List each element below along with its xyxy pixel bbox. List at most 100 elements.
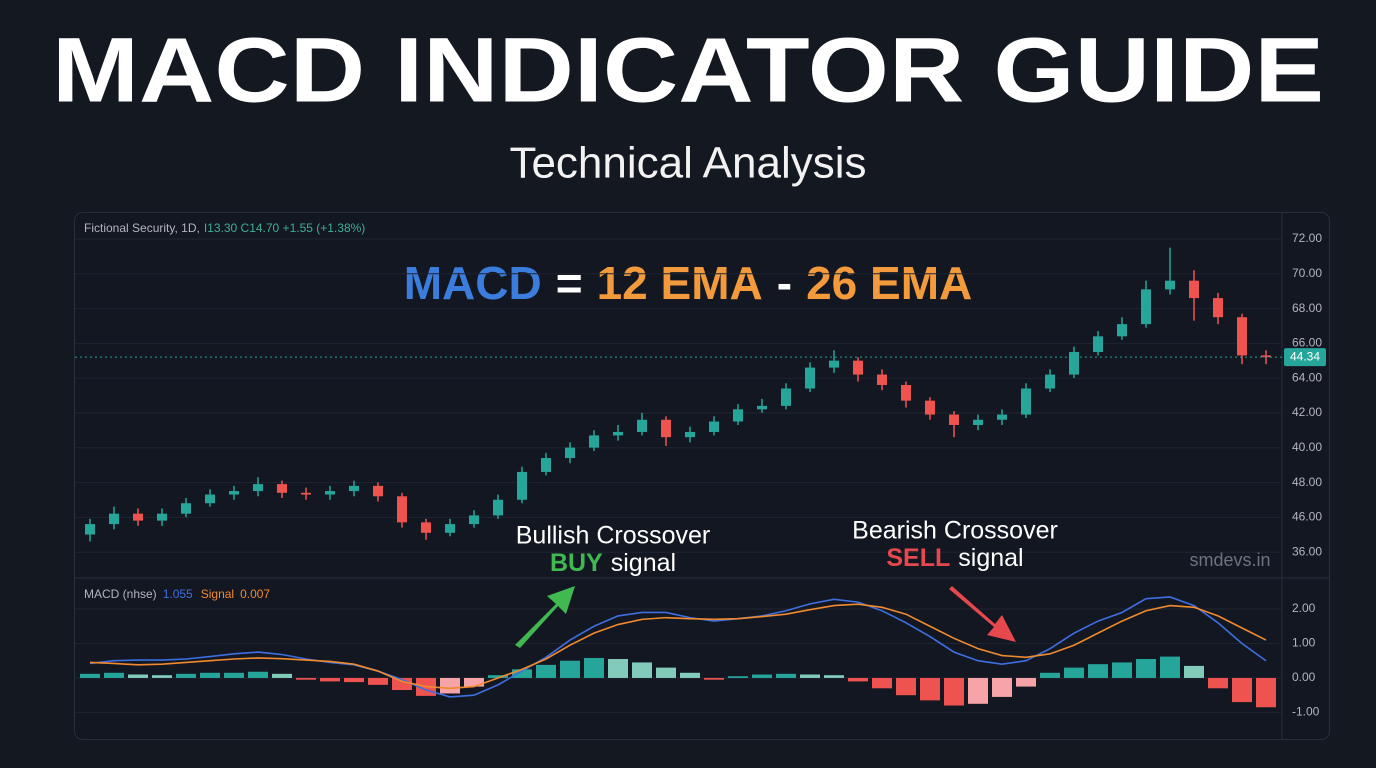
candle-body bbox=[205, 494, 215, 504]
candle-body bbox=[1069, 351, 1079, 375]
histogram-bar bbox=[104, 672, 124, 678]
candle-body bbox=[709, 421, 719, 432]
buy-arrow bbox=[515, 586, 575, 648]
candle-body bbox=[421, 522, 431, 533]
histogram-bar bbox=[1112, 662, 1132, 678]
candle-body bbox=[229, 491, 239, 495]
histogram-bar bbox=[656, 667, 676, 678]
histogram-bar bbox=[560, 660, 580, 678]
histogram-bar bbox=[272, 673, 292, 678]
candle-body bbox=[757, 405, 767, 410]
histogram-bar bbox=[968, 677, 988, 704]
histogram-bar bbox=[944, 677, 964, 706]
histogram-bar bbox=[224, 672, 244, 678]
macd-legend: MACD (nhse) 1.055 Signal 0.007 bbox=[84, 587, 270, 601]
annotation-signal: BUY signal bbox=[550, 549, 676, 577]
page-subtitle: Technical Analysis bbox=[509, 139, 866, 188]
legend-name: Signal bbox=[201, 587, 234, 601]
last-price-label: 44.34 bbox=[1290, 349, 1320, 363]
y-tick-label: 48.00 bbox=[1292, 475, 1322, 489]
y-tick-label: 40.00 bbox=[1292, 440, 1322, 454]
candle-body bbox=[1261, 355, 1271, 358]
legend-value: 1.055 bbox=[163, 587, 193, 601]
annotation-signal: SELL signal bbox=[886, 544, 1023, 572]
annotation-title: Bullish Crossover bbox=[516, 522, 711, 550]
watermark: smdevs.in bbox=[1189, 550, 1270, 570]
histogram-bar bbox=[704, 677, 724, 680]
candle-body bbox=[541, 458, 551, 472]
histogram-bar bbox=[1232, 677, 1252, 703]
sell-arrow bbox=[949, 586, 1016, 642]
y-tick-label: 42.00 bbox=[1292, 405, 1322, 419]
formula: MACD = 12 EMA -26 EMA bbox=[404, 257, 973, 309]
candle-body bbox=[1117, 324, 1127, 337]
signal-word: SELL bbox=[886, 544, 950, 572]
signal-suffix: signal bbox=[958, 544, 1023, 572]
histogram-bar bbox=[824, 675, 844, 678]
y-tick-label: 72.00 bbox=[1292, 231, 1322, 245]
y-tick-label: 68.00 bbox=[1292, 301, 1322, 315]
candle-body bbox=[1141, 289, 1151, 325]
candle-body bbox=[109, 513, 119, 525]
plot: 72.00 70.00 68.00 66.00 64.00 42.00 40.00 48.00… bbox=[75, 231, 1326, 719]
histogram-bar bbox=[296, 677, 316, 680]
histogram-bar bbox=[1040, 672, 1060, 678]
candle-body bbox=[925, 400, 935, 415]
candle-body bbox=[853, 360, 863, 375]
y-tick-label: 64.00 bbox=[1292, 370, 1322, 384]
y-tick-label: 66.00 bbox=[1292, 336, 1322, 350]
candle-body bbox=[685, 431, 695, 438]
candle-body bbox=[781, 388, 791, 406]
histogram-bar bbox=[176, 673, 196, 678]
histogram-bar bbox=[128, 674, 148, 678]
histogram-bar bbox=[1088, 664, 1108, 678]
candle-body bbox=[733, 409, 743, 422]
candle-body bbox=[1237, 317, 1247, 356]
indicator-line bbox=[89, 596, 1267, 698]
candle-body bbox=[85, 524, 95, 535]
histogram-bar bbox=[896, 677, 916, 696]
formula-part: = bbox=[556, 257, 583, 309]
histogram-bar bbox=[80, 673, 100, 678]
histogram-bar bbox=[920, 677, 940, 701]
histogram-bar bbox=[728, 676, 748, 678]
histogram-bar bbox=[152, 675, 172, 678]
candle-body bbox=[901, 385, 911, 401]
histogram-bar bbox=[440, 677, 460, 694]
histogram-bar bbox=[1136, 659, 1156, 678]
histogram-bar bbox=[1208, 677, 1228, 689]
candle-body bbox=[181, 503, 191, 514]
histogram-bar bbox=[512, 669, 532, 678]
candle-body bbox=[253, 484, 263, 492]
signal-word: BUY bbox=[550, 549, 603, 577]
formula-part: 26 EMA bbox=[806, 257, 972, 309]
quote: I13.30 C14.70 +1.55 (+1.38%) bbox=[204, 221, 365, 235]
legend-value: 0.007 bbox=[240, 587, 270, 601]
histogram-bar bbox=[320, 677, 340, 682]
candle-body bbox=[1189, 280, 1199, 299]
candle-body bbox=[613, 431, 623, 436]
candle-body bbox=[277, 484, 287, 493]
candle-body bbox=[1021, 388, 1031, 415]
histogram-bar bbox=[248, 671, 268, 678]
histogram-bar bbox=[1184, 665, 1204, 678]
candle-body bbox=[1213, 298, 1223, 318]
candle-body bbox=[493, 499, 503, 516]
candle-body bbox=[589, 435, 599, 448]
formula-part: 12 EMA bbox=[597, 257, 763, 309]
indicator-line bbox=[89, 603, 1267, 690]
candle-body bbox=[805, 367, 815, 389]
chart-panel bbox=[74, 212, 1330, 740]
candle-body bbox=[325, 491, 335, 495]
page-title: MACD INDICATOR GUIDE bbox=[52, 19, 1324, 121]
candle-body bbox=[637, 419, 647, 432]
histogram-bar bbox=[368, 677, 388, 685]
candle-body bbox=[469, 515, 479, 525]
histogram-bar bbox=[464, 677, 484, 687]
histogram-bar bbox=[872, 677, 892, 689]
candle-body bbox=[1093, 336, 1103, 352]
histogram-bar bbox=[1160, 656, 1180, 678]
last-price-box bbox=[1284, 348, 1326, 367]
